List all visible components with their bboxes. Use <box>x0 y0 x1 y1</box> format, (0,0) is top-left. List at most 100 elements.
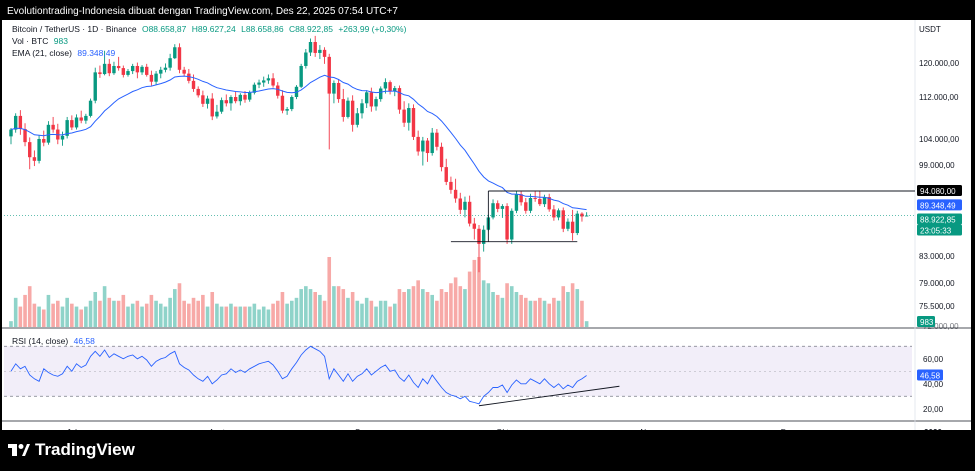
candle-body <box>168 58 172 68</box>
candle-body <box>191 80 196 89</box>
volume-label[interactable]: Vol · BTC <box>12 36 49 46</box>
volume-bar <box>435 300 439 327</box>
volume-bar <box>304 286 308 327</box>
volume-bar <box>463 289 467 327</box>
candle-body <box>322 49 327 57</box>
price-chart-svg[interactable]: USDT 120.000,00 112.000,00 104.000,00 99.000… <box>2 20 971 437</box>
candle-body <box>74 117 79 128</box>
candle-body <box>491 203 495 218</box>
candle-body <box>116 65 121 69</box>
ema-price-tag: 89.348,49 <box>920 201 956 210</box>
candle-body <box>364 92 369 104</box>
candle-body <box>280 95 285 111</box>
price-axis-tick: 112.000,00 <box>919 93 959 102</box>
candle-body <box>528 198 533 211</box>
volume-bar <box>74 306 79 327</box>
volume-bar <box>233 306 238 327</box>
price-axis-currency: USDT <box>919 25 941 34</box>
candle-body <box>154 73 158 82</box>
volume-bar <box>210 292 215 327</box>
price-axis-tick: 75.500,00 <box>919 302 955 311</box>
volume-bar <box>98 300 102 327</box>
volume-bar <box>533 300 537 327</box>
volume-bar <box>205 306 210 327</box>
candle-body <box>524 202 528 211</box>
candle-body <box>439 146 444 168</box>
volume-bar <box>201 294 205 327</box>
candle-body <box>416 136 420 152</box>
candle-body <box>37 139 41 161</box>
volume-bar <box>294 297 299 327</box>
volume-bar <box>257 309 261 327</box>
candle-body <box>187 73 191 81</box>
volume-bar <box>472 259 477 327</box>
volume-bar <box>280 292 285 327</box>
candle-body <box>407 108 411 123</box>
symbol-legend: Bitcoin / TetherUS · 1D · Binance O88.65… <box>12 24 409 34</box>
candle-body <box>346 100 350 117</box>
volume-bar <box>46 294 51 327</box>
candle-body <box>229 97 233 104</box>
candle-body <box>46 124 51 143</box>
candle-body <box>102 63 107 75</box>
volume-bar <box>346 297 350 327</box>
volume-bar <box>388 306 392 327</box>
tradingview-brand[interactable]: TradingView <box>8 440 135 460</box>
candle-body <box>65 120 69 136</box>
candle-body <box>411 108 416 137</box>
chart-area[interactable]: USDT 120.000,00 112.000,00 104.000,00 99.000… <box>2 20 971 437</box>
rsi-trendline <box>478 385 620 407</box>
volume-bar <box>500 297 505 327</box>
candle-body <box>542 197 547 205</box>
volume-bar <box>360 303 364 327</box>
volume-bar <box>397 289 402 327</box>
candle-body <box>308 42 313 53</box>
volume-bar <box>570 283 575 327</box>
candle-body <box>215 111 219 117</box>
rsi-label[interactable]: RSI (14, close) <box>12 336 69 346</box>
volume-bar <box>486 283 491 327</box>
candle-body <box>51 124 55 130</box>
volume-bar <box>509 286 514 327</box>
volume-bar <box>187 303 191 327</box>
candle-body <box>350 100 355 125</box>
ema-label[interactable]: EMA (21, close) <box>12 48 72 58</box>
candle-body <box>463 201 467 210</box>
candle-body <box>472 223 477 229</box>
volume-bar <box>130 303 135 327</box>
candle-body <box>332 82 336 94</box>
candle-body <box>88 100 93 116</box>
time-axis-label: Nov <box>640 428 654 430</box>
volume-bar <box>93 292 98 327</box>
volume-bar <box>566 292 570 327</box>
candle-body <box>173 47 177 59</box>
volume-bar <box>102 286 107 327</box>
volume-bar <box>481 280 486 327</box>
candle-body <box>205 98 210 104</box>
volume-bar <box>519 294 523 327</box>
candle-body <box>444 167 448 182</box>
volume-bar <box>32 303 37 327</box>
rsi-legend-value: 46,58 <box>73 336 95 346</box>
volume-bar <box>369 300 374 327</box>
ema-price-tag-bg <box>917 199 962 211</box>
volume-bar <box>285 303 289 327</box>
symbol-title[interactable]: Bitcoin / TetherUS · 1D · Binance <box>12 24 137 34</box>
candle-body <box>224 100 228 104</box>
open-value: O88.658,87 <box>141 24 187 34</box>
time-axis-label: Agst <box>209 428 226 430</box>
candle-body <box>458 198 462 210</box>
volume-bar <box>505 283 509 327</box>
candle-body <box>393 88 397 92</box>
countdown-tag: 23:05:33 <box>920 227 952 236</box>
candle-body <box>126 71 130 75</box>
rsi-axis-tick: 60,00 <box>923 355 944 364</box>
volume-bar <box>121 294 126 327</box>
price-axis-tick: 104.000,00 <box>919 135 960 144</box>
candle-body <box>449 181 453 190</box>
volume-bar <box>341 289 346 327</box>
candle-body <box>360 103 364 114</box>
volume-bar <box>449 283 453 327</box>
candle-body <box>467 201 472 224</box>
volume-bar <box>88 300 93 327</box>
